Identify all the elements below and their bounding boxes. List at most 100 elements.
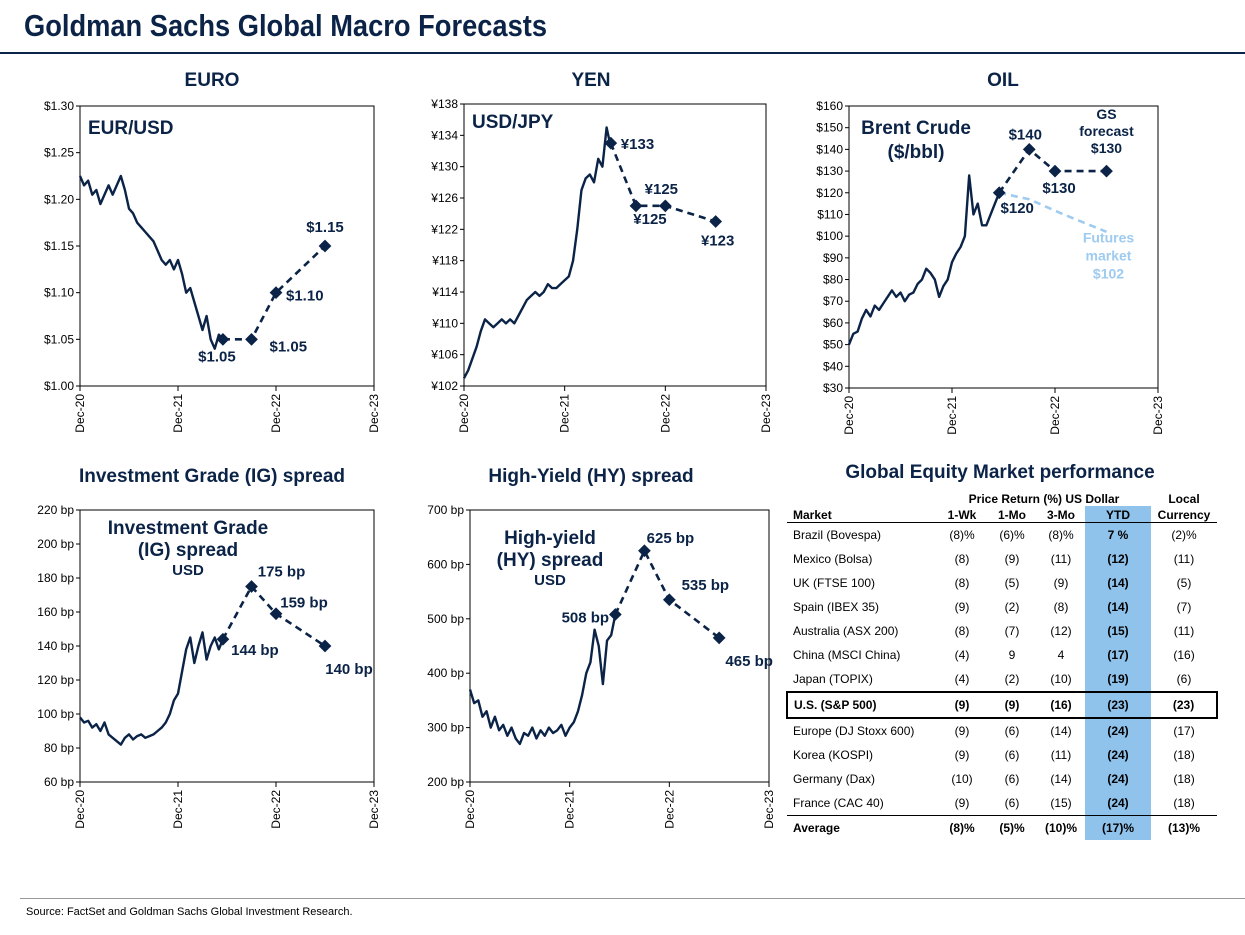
cell-3mo: (11) bbox=[1050, 748, 1072, 762]
cell-1wk: (8) bbox=[954, 624, 970, 638]
ig-point-label: 159 bp bbox=[280, 595, 328, 612]
cell-market: Spain (IBEX 35) bbox=[793, 600, 880, 614]
cell-local-currency: (7) bbox=[1176, 600, 1192, 614]
y-tick-label: $1.25 bbox=[44, 146, 74, 160]
y-tick-label: $150 bbox=[816, 121, 843, 135]
cell-1wk: (9) bbox=[954, 748, 970, 762]
cell-3mo: (14) bbox=[1050, 724, 1072, 738]
ig-point-label: 140 bp bbox=[325, 661, 373, 678]
col-header-currency: Currency bbox=[1151, 506, 1218, 523]
oil-inner-label: Brent Crude bbox=[861, 118, 971, 139]
cell-1wk: (8) bbox=[954, 552, 970, 566]
title-rule bbox=[0, 52, 1245, 54]
y-tick-label: $160 bbox=[816, 99, 843, 113]
hy-history-line bbox=[468, 614, 617, 746]
y-tick-label: $1.30 bbox=[44, 99, 74, 113]
table-row: Brazil (Bovespa) (8)% (6)% (8)% 7 % (2)% bbox=[787, 522, 1217, 547]
hy-inner-label: High-yield bbox=[504, 528, 596, 549]
y-tick-label: 180 bp bbox=[37, 571, 74, 585]
cell-1wk: (10) bbox=[951, 772, 973, 786]
ig-forecast-point bbox=[216, 632, 230, 646]
cell-1mo: 9 bbox=[1008, 648, 1016, 662]
x-tick-label: Dec-21 bbox=[945, 396, 959, 435]
hy-title: High-Yield (HY) spread bbox=[488, 466, 693, 487]
cell-local-currency: (2)% bbox=[1171, 528, 1197, 542]
oil-gs-forecast-label: forecast bbox=[1079, 123, 1134, 139]
yen-title: YEN bbox=[571, 70, 610, 91]
yen-inner-label: USD/JPY bbox=[472, 112, 554, 133]
y-tick-label: 300 bp bbox=[427, 721, 464, 735]
y-tick-label: 160 bp bbox=[37, 605, 74, 619]
table-row: Japan (TOPIX) (4) (2) (10) (19) (6) bbox=[787, 667, 1217, 692]
cell-1wk: (8)% bbox=[937, 815, 987, 840]
cell-local-currency: (6) bbox=[1176, 672, 1192, 686]
euro-chart: EURO $1.00 $1.05 $1.10 $1.15 $1.20 $1.25 $1.30 D… bbox=[44, 70, 381, 433]
hy-forecast-point bbox=[662, 593, 676, 607]
yen-history-line bbox=[462, 126, 612, 379]
cell-3mo: (8)% bbox=[1048, 528, 1074, 542]
cell-1mo: (7) bbox=[1004, 624, 1020, 638]
y-tick-label: $1.00 bbox=[44, 379, 74, 393]
y-tick-label: ¥102 bbox=[430, 379, 458, 393]
y-tick-label: 500 bp bbox=[427, 612, 464, 626]
hy-inner-label: (HY) spread bbox=[497, 550, 604, 571]
cell-3mo: (12) bbox=[1050, 624, 1072, 638]
euro-forecast-point bbox=[318, 239, 332, 253]
cell-ytd: (12) bbox=[1085, 547, 1152, 571]
euro-point-label: $1.05 bbox=[270, 338, 308, 355]
yen-point-label: ¥125 bbox=[633, 211, 666, 228]
yen-point-label: ¥133 bbox=[621, 136, 654, 153]
ig-inner-label: (IG) spread bbox=[138, 540, 238, 561]
col-header-1wk: 1-Wk bbox=[937, 506, 987, 523]
cell-3mo: (10) bbox=[1050, 672, 1072, 686]
y-tick-label: 600 bp bbox=[427, 557, 464, 571]
y-tick-label: ¥110 bbox=[431, 316, 458, 330]
hy-point-label: 535 bp bbox=[682, 577, 730, 594]
cell-market: U.S. (S&P 500) bbox=[786, 691, 937, 719]
x-tick-label: Dec-21 bbox=[171, 790, 185, 829]
x-tick-label: Dec-20 bbox=[73, 790, 87, 829]
oil-forecast-point bbox=[1100, 164, 1113, 178]
oil-chart: OIL $30 $40 $50 $60 $70 $80 $90 $100 $110 $120 $130… bbox=[816, 70, 1165, 435]
cell-market: Australia (ASX 200) bbox=[793, 624, 899, 638]
cell-ytd: (24) bbox=[1085, 767, 1152, 791]
cell-ytd: (14) bbox=[1085, 595, 1152, 619]
cell-1mo: (6) bbox=[1004, 796, 1020, 810]
y-tick-label: $70 bbox=[823, 294, 843, 308]
cell-local-currency: (18) bbox=[1173, 796, 1195, 810]
cell-1mo: (6) bbox=[1004, 748, 1020, 762]
y-tick-label: $80 bbox=[823, 273, 843, 287]
ig-point-label: 175 bp bbox=[258, 564, 306, 581]
ig-inner-label: Investment Grade bbox=[108, 518, 269, 539]
highlighted-row: U.S. (S&P 500) (9) (9) (16) (23) (23) bbox=[786, 691, 1219, 719]
cell-1wk: (9) bbox=[954, 600, 970, 614]
ig-history-line bbox=[79, 631, 225, 746]
y-tick-label: $1.20 bbox=[44, 192, 74, 206]
euro-history-line bbox=[78, 174, 224, 350]
y-tick-label: ¥114 bbox=[431, 285, 458, 299]
equity-performance-table: Price Return (%) US Dollar Local Market … bbox=[786, 492, 1219, 840]
hy-point-label: 465 bp bbox=[725, 653, 773, 670]
cell-ytd: (15) bbox=[1085, 619, 1152, 643]
y-tick-label: 100 bp bbox=[37, 707, 74, 721]
group-header: Price Return (%) US Dollar bbox=[968, 492, 1120, 506]
cell-3mo: (16) bbox=[1037, 691, 1085, 719]
col-header-1mo: 1-Mo bbox=[987, 506, 1037, 523]
cell-1mo: (5)% bbox=[987, 815, 1037, 840]
x-tick-label: Dec-22 bbox=[269, 790, 283, 829]
oil-inner-label: ($/bbl) bbox=[888, 142, 945, 163]
oil-forecast-point bbox=[1048, 164, 1062, 178]
local-header: Local bbox=[1168, 492, 1200, 506]
hy-inner-label: USD bbox=[534, 572, 566, 589]
cell-1wk: (8)% bbox=[949, 528, 975, 542]
cell-local-currency: (17) bbox=[1173, 724, 1195, 738]
y-tick-label: $130 bbox=[816, 164, 843, 178]
cell-ytd: (24) bbox=[1085, 743, 1152, 767]
cell-local-currency: (13)% bbox=[1151, 815, 1218, 840]
x-tick-label: Dec-21 bbox=[563, 790, 577, 829]
euro-point-label: $1.10 bbox=[286, 288, 324, 305]
cell-1wk: (9) bbox=[937, 691, 987, 719]
x-tick-label: Dec-21 bbox=[171, 394, 185, 433]
cell-3mo: 4 bbox=[1057, 648, 1065, 662]
